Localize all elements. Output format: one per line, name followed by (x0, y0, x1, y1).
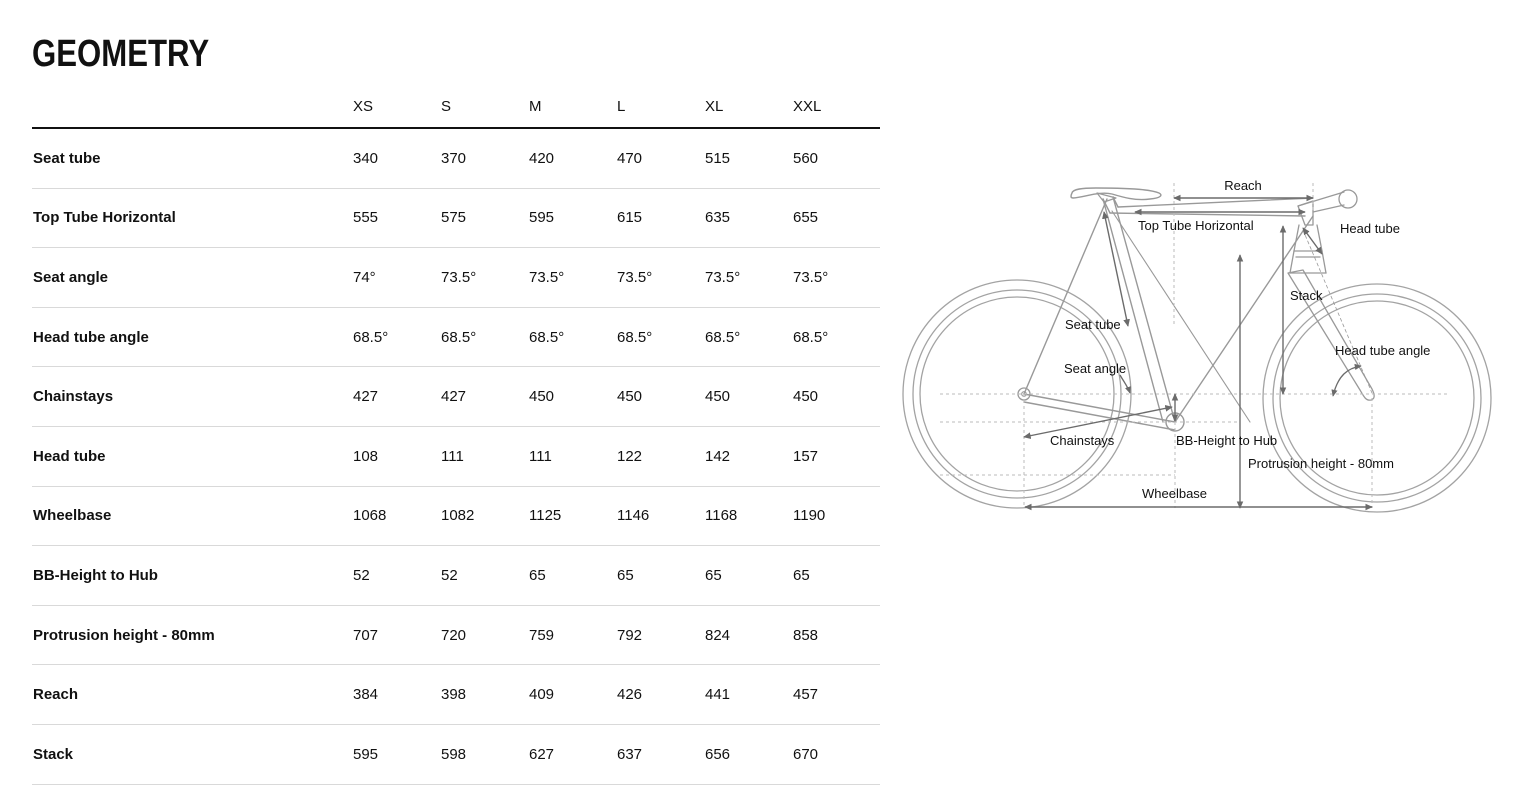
svg-text:Seat tube: Seat tube (1065, 317, 1121, 332)
svg-text:Wheelbase: Wheelbase (1142, 486, 1207, 501)
svg-text:Head tube: Head tube (1340, 221, 1400, 236)
svg-text:Reach: Reach (1224, 178, 1262, 193)
svg-text:Chainstays: Chainstays (1050, 433, 1115, 448)
svg-text:Stack: Stack (1290, 288, 1323, 303)
svg-text:Head tube angle: Head tube angle (1335, 343, 1430, 358)
svg-text:Protrusion height - 80mm: Protrusion height - 80mm (1248, 456, 1394, 471)
svg-text:Top Tube Horizontal: Top Tube Horizontal (1138, 218, 1254, 233)
svg-text:BB-Height to Hub: BB-Height to Hub (1176, 433, 1277, 448)
svg-text:Seat angle: Seat angle (1064, 361, 1126, 376)
